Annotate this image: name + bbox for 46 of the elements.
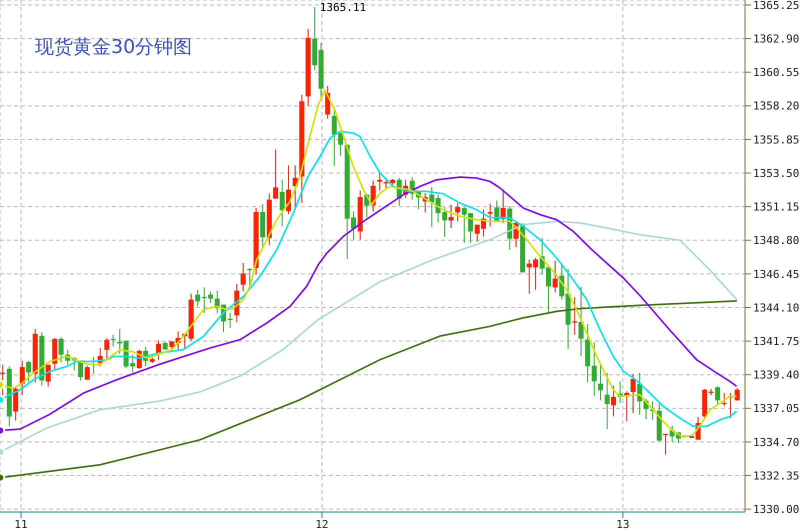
y-tick-label: 1355.85 [753, 133, 800, 146]
x-tick-label: 12 [315, 518, 329, 530]
y-tick-label: 1330.00 [753, 503, 800, 516]
candlestick [630, 373, 636, 414]
y-tick-label: 1348.80 [753, 234, 800, 248]
y-tick-label: 1341.75 [753, 335, 800, 348]
y-tick-label: 1346.45 [753, 268, 800, 281]
candlestick [58, 336, 64, 363]
x-tick-label: 13 [616, 518, 630, 530]
y-tick-label: 1339.40 [753, 368, 800, 382]
candlestick [280, 179, 285, 227]
candlestick [20, 360, 25, 396]
annotation: 1365.11 [320, 0, 366, 14]
candlestick [104, 338, 110, 360]
candlestick [332, 110, 337, 166]
candlestick [110, 334, 116, 347]
x-tick-label: 11 [14, 518, 28, 530]
y-tick-label: 1351.15 [753, 200, 800, 214]
candlestick [84, 365, 90, 380]
candlestick [604, 372, 610, 430]
y-tick-label: 1337.05 [753, 402, 800, 416]
candlestick [240, 262, 246, 292]
y-tick-label: 1360.55 [753, 66, 800, 80]
candlestick [488, 203, 493, 227]
candlestick [552, 260, 558, 293]
candlestick [273, 149, 278, 200]
candlestick [455, 202, 460, 222]
candlestick [722, 392, 727, 407]
candlestick [598, 363, 604, 401]
candlestick [578, 286, 584, 357]
y-tick-label: 1334.70 [753, 436, 800, 449]
y-tick-label: 1362.90 [753, 32, 800, 46]
text: 现货黄金30分钟图 [35, 35, 192, 60]
candlestick [448, 204, 454, 229]
candlestick [715, 386, 720, 405]
candlestick [338, 132, 344, 156]
y-tick-label: 1332.35 [753, 469, 800, 482]
candlestick [610, 385, 616, 417]
candlestick [46, 364, 51, 387]
candlestick [26, 360, 32, 382]
y-tick-label: 1365.25 [753, 0, 800, 12]
y-tick-label: 1344.10 [753, 301, 800, 314]
candlestick [195, 289, 200, 307]
y-tick-label: 1358.20 [753, 100, 800, 113]
candlestick [13, 386, 18, 421]
y-tick-label: 1353.50 [753, 166, 800, 180]
